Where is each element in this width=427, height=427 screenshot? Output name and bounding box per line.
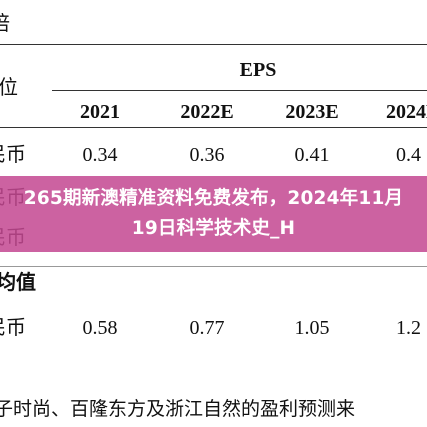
- rule: [52, 90, 427, 91]
- group-header: EPS: [239, 59, 277, 81]
- unit-label: 位: [0, 77, 18, 99]
- row-label: 民币: [0, 144, 26, 166]
- cell: 0.4: [396, 144, 421, 166]
- row-label: 民币: [0, 317, 26, 339]
- cell: 0.77: [189, 317, 225, 339]
- cell: 0.34: [82, 144, 118, 166]
- corner-label: 倍: [0, 14, 10, 34]
- rule: [0, 44, 427, 45]
- cell: 0.36: [189, 144, 225, 166]
- rule: [0, 127, 427, 128]
- column-header: 2023E: [285, 101, 339, 123]
- column-header: 2024E: [386, 101, 427, 123]
- overlay-banner: 265期新澳精准资料免费发布，2024年11月19日科学技术史_H: [0, 176, 427, 252]
- cell: 1.05: [294, 317, 330, 339]
- rule: [0, 266, 427, 267]
- overlay-title: 265期新澳精准资料免费发布，2024年11月19日科学技术史_H: [23, 188, 404, 239]
- cell: 1.2: [396, 317, 421, 339]
- cell: 0.58: [82, 317, 118, 339]
- cell: 0.41: [294, 144, 330, 166]
- column-header: 2022E: [180, 101, 234, 123]
- section-label: 均值: [0, 272, 36, 294]
- column-header: 2021: [80, 101, 120, 123]
- footnote: 子时尚、百隆东方及浙江自然的盈利预测来: [0, 398, 356, 420]
